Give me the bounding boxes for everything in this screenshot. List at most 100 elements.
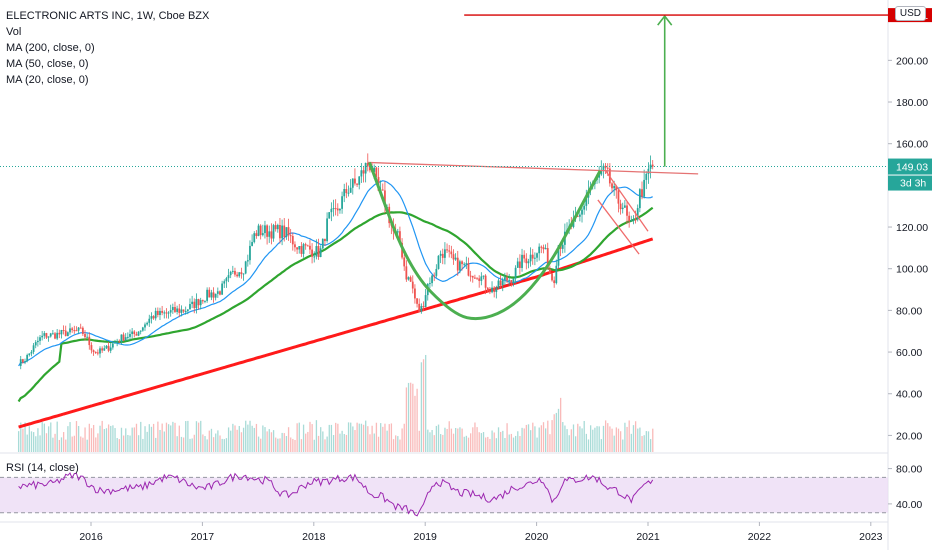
candle-body <box>90 345 93 351</box>
volume-bar <box>647 431 650 452</box>
candle <box>296 247 298 254</box>
candle <box>231 265 234 274</box>
candle-body <box>540 246 543 248</box>
volume-bar <box>577 423 579 452</box>
volume-bar <box>375 422 378 452</box>
candle <box>227 268 230 283</box>
candle-body <box>315 246 318 257</box>
candle <box>529 247 532 267</box>
candle <box>651 160 654 170</box>
candle <box>133 330 136 338</box>
volume-bar <box>236 429 238 452</box>
volume-bar <box>270 432 273 452</box>
candle-body <box>459 261 461 271</box>
volume-bar <box>161 423 163 452</box>
volume-bar <box>459 427 461 452</box>
candle-body <box>272 225 275 239</box>
volume-bar <box>105 428 108 452</box>
volume-bar <box>234 425 236 452</box>
candle <box>630 215 633 222</box>
candle <box>304 242 307 250</box>
time-tick-label: 2018 <box>302 531 326 543</box>
volume-bar <box>527 424 530 452</box>
volume-bar <box>191 438 193 452</box>
volume-bar <box>45 433 48 452</box>
volume-bar <box>598 426 600 452</box>
candle-body <box>450 251 453 255</box>
candle <box>306 244 309 247</box>
candle-body <box>461 261 463 265</box>
candle <box>236 271 239 278</box>
volume-bar <box>401 428 403 452</box>
time-tick-label: 2021 <box>636 531 660 543</box>
candle-body <box>176 308 179 312</box>
candle-body <box>632 219 635 221</box>
candle-body <box>309 245 311 250</box>
candle-body <box>118 341 121 343</box>
volume-bar <box>373 433 375 452</box>
candle <box>418 298 421 313</box>
candle <box>92 349 95 356</box>
volume-bar <box>367 426 369 452</box>
candle <box>448 245 451 258</box>
candle <box>604 162 607 175</box>
candle-body <box>60 330 63 335</box>
candle <box>482 275 485 280</box>
candle-body <box>41 335 44 338</box>
candle <box>643 169 646 199</box>
candle <box>161 305 164 316</box>
volume-bar <box>555 412 558 452</box>
last-price-badge: 149.03 <box>896 162 928 174</box>
candle <box>420 303 423 314</box>
volume-bar <box>268 429 270 452</box>
volume-bar <box>200 420 202 452</box>
volume-bar <box>345 434 348 452</box>
candle <box>19 355 22 370</box>
volume-bar <box>579 426 581 452</box>
candle-body <box>43 333 46 336</box>
candle-body <box>420 306 423 312</box>
candle-body <box>167 312 170 314</box>
volume-bar <box>210 428 213 452</box>
volume-bar <box>405 387 408 452</box>
candle-body <box>56 332 59 339</box>
candle-body <box>214 293 217 298</box>
volume-bar <box>148 424 150 452</box>
candle <box>126 332 129 341</box>
candle-body <box>546 248 549 269</box>
candle-body <box>259 225 262 236</box>
volume-bar <box>339 433 341 452</box>
candle <box>510 280 513 287</box>
volume-bar <box>193 434 195 452</box>
candle-body <box>606 167 609 169</box>
volume-bar <box>332 435 335 452</box>
candle-body <box>351 178 354 188</box>
volume-bar <box>204 436 206 452</box>
volume-bar <box>88 423 90 452</box>
candle <box>407 276 410 281</box>
volume-bar <box>652 428 654 452</box>
candle-body <box>75 330 78 332</box>
candle-body <box>84 333 86 338</box>
candle-body <box>336 208 339 211</box>
volume-bar <box>107 424 110 452</box>
volume-bar <box>440 434 442 452</box>
volume-bar <box>127 434 129 452</box>
candle-body <box>649 164 652 169</box>
currency-badge[interactable]: USD <box>894 6 926 21</box>
candle <box>229 270 232 279</box>
candle-body <box>638 189 641 209</box>
candle <box>628 211 631 228</box>
volume-bar <box>557 408 560 452</box>
candle <box>244 260 247 275</box>
candle-body <box>366 162 369 167</box>
candle-body <box>630 220 633 222</box>
volume-bar <box>157 421 159 452</box>
candle <box>527 258 530 269</box>
volume-bar <box>80 436 82 452</box>
candle-body <box>429 283 431 285</box>
candle <box>66 331 69 337</box>
candle-body <box>289 235 292 237</box>
candle <box>358 176 361 190</box>
